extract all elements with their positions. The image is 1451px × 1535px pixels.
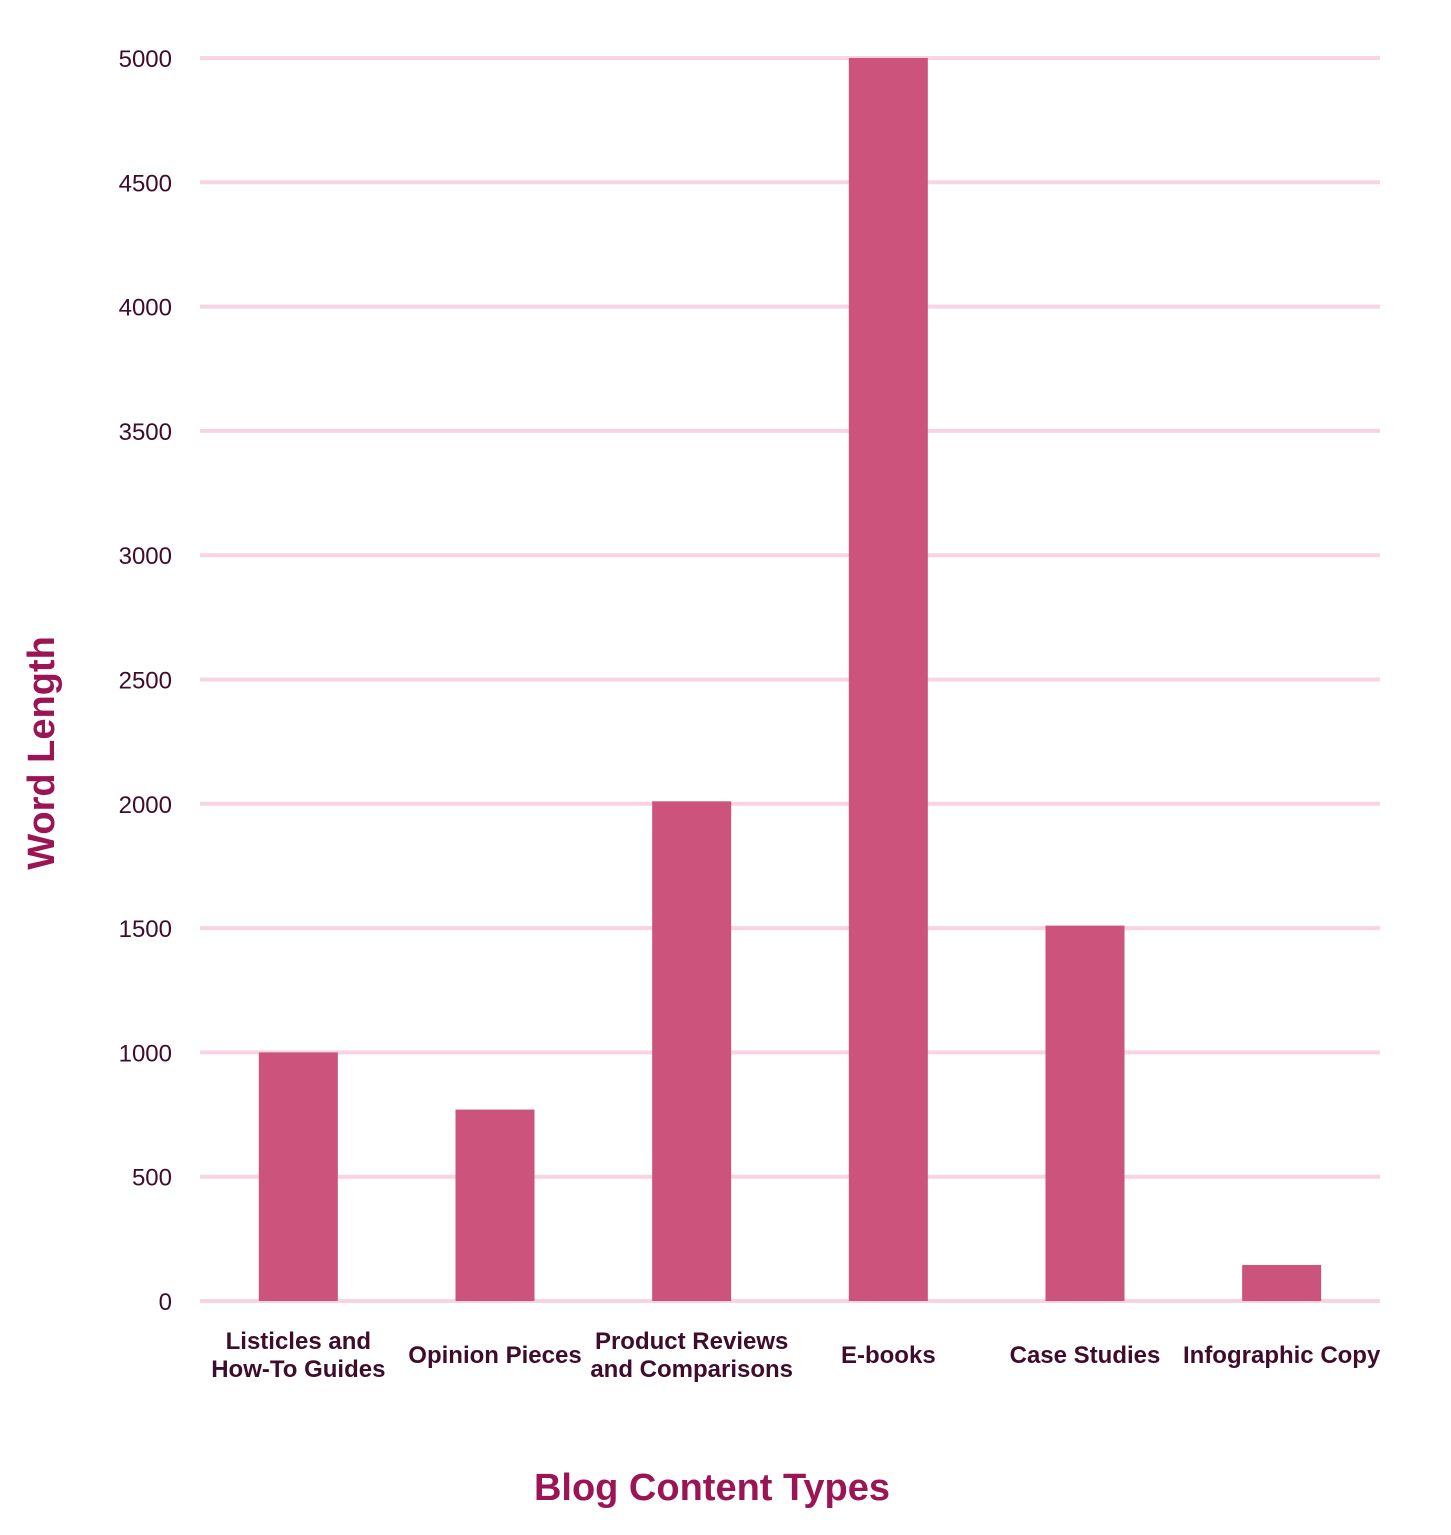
x-category-label-line: Case Studies (1010, 1342, 1161, 1369)
x-category-label: Product Reviews and Comparisons (590, 1328, 793, 1383)
x-category-label-line: Product Reviews (595, 1328, 788, 1355)
bar (1242, 1264, 1322, 1301)
x-category-label-line: E-books (841, 1342, 936, 1369)
x-category-label: Opinion Pieces (408, 1342, 581, 1369)
x-category-label-line: How-To Guides (211, 1356, 385, 1383)
y-tick-label: 500 (132, 1165, 172, 1192)
y-tick-label: 0 (159, 1289, 172, 1316)
bar (652, 801, 732, 1301)
y-tick-label: 2500 (119, 668, 172, 695)
x-category-label-line: Listicles and (226, 1328, 371, 1355)
x-axis-title: Blog Content Types (534, 1467, 890, 1509)
y-tick-label: 1000 (119, 1040, 172, 1067)
y-tick-label: 4000 (119, 295, 172, 322)
y-tick-label: 4500 (119, 170, 172, 197)
y-axis-title: Word Length (21, 636, 63, 870)
y-tick-label: 2000 (119, 792, 172, 819)
gridlines (200, 56, 1380, 1303)
y-tick-label: 3000 (119, 543, 172, 570)
bar (258, 1052, 338, 1301)
x-category-label: E-books (841, 1342, 936, 1369)
y-tick-label: 1500 (119, 916, 172, 943)
x-category-label: Case Studies (1010, 1342, 1161, 1369)
bars (258, 58, 1322, 1301)
y-axis-tick-labels: 0 500 1000 1500 2000 2500 3000 3500 4000 4500 5000 (119, 46, 172, 1316)
x-category-label-line: Infographic Copy (1183, 1342, 1381, 1369)
x-category-label-line: and Comparisons (590, 1356, 793, 1383)
y-tick-label: 3500 (119, 419, 172, 446)
y-tick-label: 5000 (119, 46, 172, 73)
x-category-label: Listicles and How-To Guides (211, 1328, 385, 1383)
x-category-label-line: Opinion Pieces (408, 1342, 581, 1369)
bar (848, 58, 928, 1301)
x-category-label: Infographic Copy (1183, 1342, 1381, 1369)
x-axis-category-labels: Listicles and How-To Guides Opinion Pieces… (211, 1328, 1381, 1383)
bar (455, 1109, 535, 1301)
bar (1045, 925, 1125, 1301)
